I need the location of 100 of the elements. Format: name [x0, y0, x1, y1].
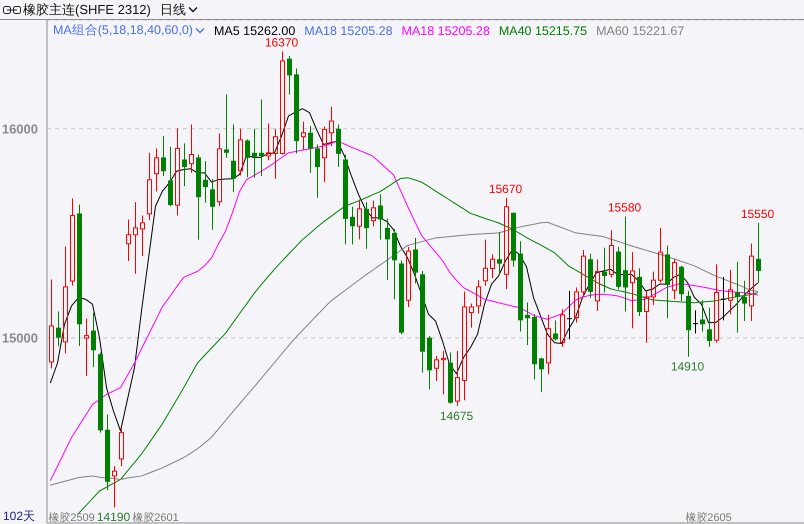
annotation: 14910 — [670, 360, 705, 374]
candlestick — [476, 280, 481, 314]
candlestick — [259, 98, 264, 177]
candlestick — [692, 310, 698, 334]
candlestick — [182, 142, 187, 187]
candlestick — [280, 50, 285, 155]
candlestick — [434, 355, 439, 382]
candlestick — [720, 276, 726, 321]
candlestick — [441, 350, 446, 395]
text: 102天 — [3, 509, 36, 523]
candlestick — [455, 350, 460, 406]
x-tick-label: 橡胶2605 — [685, 511, 732, 524]
text: MA40 15215.75 — [498, 24, 588, 38]
annotation: 15580 — [608, 200, 642, 215]
candlestick — [266, 123, 271, 161]
candlestick — [357, 198, 362, 240]
candlestick — [672, 258, 677, 300]
legend-title: MA组合(5,18,18,40,60,0) — [53, 22, 193, 39]
candlestick — [189, 124, 194, 174]
candlestick — [371, 200, 376, 227]
candlestick — [413, 237, 418, 284]
candlestick — [329, 106, 334, 147]
candlestick — [560, 308, 565, 348]
candlestick — [504, 197, 509, 290]
candlestick — [112, 466, 117, 508]
candlestick — [756, 222, 761, 284]
candlestick — [490, 254, 495, 279]
candlestick — [56, 311, 61, 347]
y-tick-label: 16000 — [2, 121, 38, 136]
candlestick — [63, 246, 68, 354]
candlestick — [217, 132, 222, 207]
candlestick — [364, 201, 369, 250]
candlestick — [252, 128, 257, 178]
candlestick — [91, 312, 96, 368]
candlestick — [308, 126, 313, 174]
candlestick — [735, 261, 740, 334]
chart-title: 橡胶主连(SHFE 2312) — [23, 0, 151, 18]
candlestick — [273, 128, 278, 180]
candlestick — [224, 94, 229, 158]
candlestick — [469, 303, 474, 328]
candlestick — [609, 230, 614, 278]
candlestick — [231, 124, 236, 193]
candlestick — [707, 307, 712, 348]
candlestick — [245, 138, 250, 178]
candlestick — [147, 152, 152, 221]
candlestick — [210, 178, 215, 230]
candlestick — [119, 428, 124, 467]
candlestick — [238, 128, 243, 176]
candlestick — [140, 215, 145, 257]
candlestick — [574, 287, 579, 324]
candlestick — [49, 279, 54, 369]
candlestick — [301, 121, 306, 150]
candlestick — [539, 357, 544, 393]
candlestick — [84, 318, 89, 376]
candlestick — [126, 219, 131, 262]
candlestick — [658, 227, 663, 284]
candlestick — [700, 300, 705, 332]
candlestick — [602, 247, 607, 294]
candlestick — [566, 290, 572, 340]
candlestick — [581, 250, 586, 298]
annotation: 14190 — [96, 510, 131, 524]
text: MA18 15205.28 — [402, 24, 490, 38]
candlestick — [385, 218, 390, 281]
candlestick — [728, 269, 733, 315]
candlestick — [483, 239, 488, 286]
candlestick — [287, 55, 292, 95]
candlestick — [546, 314, 551, 375]
x-tick-label: 橡胶2509 — [48, 511, 95, 524]
candlestick — [378, 194, 383, 240]
annotation: 16370 — [264, 35, 299, 50]
candlestick — [322, 126, 327, 183]
candlestick — [161, 136, 166, 177]
candlestick — [406, 246, 411, 308]
candlestick — [644, 290, 649, 344]
candlestick — [70, 198, 75, 286]
annotation: 15670 — [488, 182, 523, 196]
candlestick — [525, 302, 530, 346]
candlestick — [154, 148, 159, 192]
text: MA5 15262.00 — [214, 24, 296, 38]
chart-subtitle: 日线 — [160, 0, 186, 18]
candlestick — [175, 128, 180, 216]
candlestick — [553, 320, 558, 341]
candlestick — [651, 271, 656, 306]
candlestick — [742, 280, 747, 322]
y-tick-label: 15000 — [2, 330, 38, 346]
candlestick — [623, 216, 628, 312]
annotation: 14675 — [440, 408, 474, 423]
candlestick — [749, 243, 754, 322]
candlestick — [350, 206, 355, 245]
candlestick — [203, 160, 208, 204]
x-tick-label: 橡胶2601 — [132, 511, 179, 524]
legend-label: MA18 15205.28 — [304, 24, 393, 38]
line-series — [50, 222, 758, 486]
candlestick — [497, 232, 502, 275]
candlestick — [630, 252, 635, 329]
annotation: 15550 — [740, 206, 775, 221]
text: MA60 15221.67 — [596, 24, 684, 38]
candlestick — [462, 291, 467, 401]
candlestick — [133, 202, 138, 274]
candlestick — [315, 144, 320, 198]
